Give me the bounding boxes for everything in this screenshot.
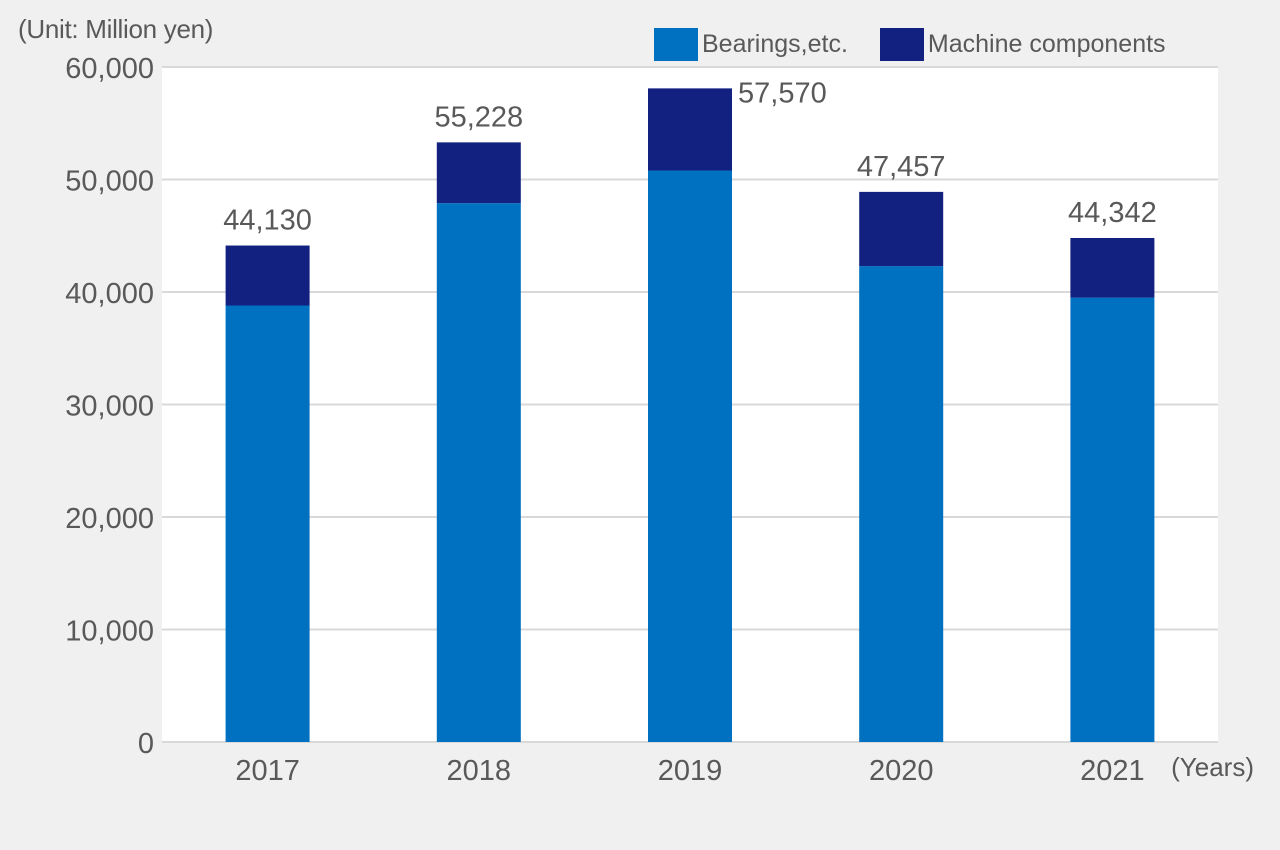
x-tick-label: 2021 bbox=[1080, 755, 1145, 787]
y-tick-label: 30,000 bbox=[65, 391, 154, 423]
total-data-label: 55,228 bbox=[434, 101, 523, 133]
legend-swatch-bearings bbox=[654, 28, 698, 61]
y-tick-label: 10,000 bbox=[65, 616, 154, 648]
legend: Bearings,etc. Machine components bbox=[654, 28, 1198, 61]
bar-bearings bbox=[436, 203, 521, 742]
bar-bearings bbox=[859, 266, 944, 742]
x-tick-label: 2020 bbox=[869, 755, 934, 787]
bar-machine-components bbox=[225, 245, 310, 306]
y-tick-label: 40,000 bbox=[65, 278, 154, 310]
bar-machine-components bbox=[436, 142, 521, 204]
bar-machine-components bbox=[648, 88, 732, 171]
legend-label-bearings: Bearings,etc. bbox=[702, 30, 848, 58]
bar-machine-components bbox=[859, 191, 944, 267]
legend-item-bearings: Bearings,etc. bbox=[654, 28, 848, 61]
total-data-label: 57,570 bbox=[738, 77, 827, 109]
legend-label-machine-components: Machine components bbox=[927, 30, 1166, 58]
x-tick-label: 2017 bbox=[235, 755, 300, 787]
y-tick-label: 0 bbox=[138, 728, 154, 760]
legend-item-machine-components: Machine components bbox=[879, 28, 1166, 61]
bar-bearings bbox=[1070, 297, 1155, 742]
x-tick-label: 2018 bbox=[447, 755, 512, 787]
bar-bearings bbox=[648, 170, 732, 742]
total-data-label: 44,342 bbox=[1068, 197, 1157, 229]
bar-bearings bbox=[225, 305, 310, 742]
y-unit-label: (Unit: Million yen) bbox=[18, 14, 214, 44]
total-data-label: 44,130 bbox=[223, 205, 312, 237]
y-tick-label: 60,000 bbox=[65, 53, 154, 85]
y-tick-label: 20,000 bbox=[65, 503, 154, 535]
legend-swatch-machine-components bbox=[879, 28, 924, 61]
x-tick-label: 2019 bbox=[658, 755, 723, 787]
total-data-label: 47,457 bbox=[857, 151, 946, 183]
x-unit-label: (Years) bbox=[1171, 752, 1254, 782]
y-tick-label: 50,000 bbox=[65, 166, 154, 198]
bar-machine-components bbox=[1070, 238, 1155, 298]
